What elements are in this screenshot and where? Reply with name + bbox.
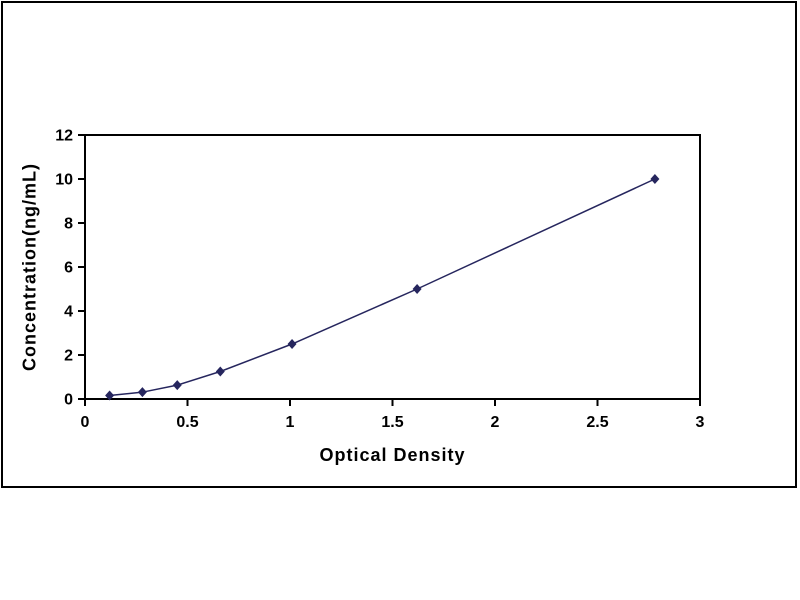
- x-tick-label: 1: [286, 414, 295, 431]
- data-point-marker: [137, 387, 147, 398]
- y-tick-label: 2: [64, 348, 73, 365]
- data-point-marker: [215, 366, 225, 377]
- figure-frame: [1, 1, 797, 488]
- series-line: [109, 178, 656, 397]
- data-point-marker: [650, 174, 660, 184]
- x-tick-label: 0.5: [176, 414, 198, 431]
- x-tick-label: 1.5: [381, 414, 403, 431]
- data-point-marker: [287, 339, 297, 349]
- y-tick-label: 0: [64, 392, 73, 409]
- x-tick-label: 0: [81, 414, 90, 431]
- x-tick-label: 2: [491, 414, 500, 431]
- data-point-marker: [105, 390, 115, 401]
- x-tick-label: 2.5: [586, 414, 608, 431]
- data-point-marker: [412, 284, 422, 294]
- data-point-marker: [172, 380, 182, 391]
- y-tick-label: 10: [55, 172, 73, 189]
- x-axis-label: Optical Density: [319, 445, 466, 465]
- y-axis-label: Concentration(ng/mL): [19, 163, 40, 371]
- plot-frame: [84, 134, 701, 400]
- y-tick-label: 6: [64, 260, 73, 277]
- y-tick-label: 4: [64, 304, 73, 321]
- x-tick-label: 3: [696, 414, 705, 431]
- y-tick-label: 12: [55, 128, 73, 145]
- y-tick-label: 8: [64, 216, 73, 233]
